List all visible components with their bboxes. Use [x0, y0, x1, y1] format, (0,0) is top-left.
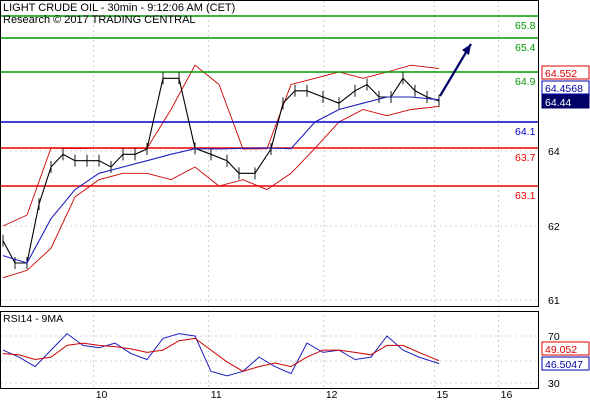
chart-title: LIGHT CRUDE OIL - 30min - 9:12:06 AM (CE… [3, 2, 236, 14]
y-tick-label: 62 [548, 221, 560, 233]
price-box-label: 49.052 [545, 344, 577, 356]
level-label: 63.7 [515, 152, 536, 164]
x-tick-label: 11 [211, 389, 222, 400]
price-box-label: 64.44 [545, 97, 571, 109]
grid-lines [0, 0, 538, 388]
price-box-label: 64.4568 [545, 83, 583, 95]
direction-arrow [439, 43, 472, 97]
price-box-label: 46.5047 [545, 359, 583, 371]
support-resistance-levels: 65.8 65.4 64.9 64.1 63.7 63.1 [0, 15, 538, 202]
price-box-label: 64.552 [545, 68, 577, 80]
level-label: 63.1 [515, 190, 536, 202]
rsi-panel-title: RSI14 - 9MA [3, 313, 64, 325]
price-box [541, 65, 590, 80]
price-box [541, 356, 590, 371]
series-bollinger_upper [2, 64, 440, 227]
level-label: 64.9 [515, 76, 536, 88]
chart-credit: Research © 2017 TRADING CENTRAL [3, 14, 196, 26]
main-panel-frame [0, 0, 539, 307]
bollinger-bands [2, 64, 440, 279]
series-moving_average [2, 96, 440, 264]
price-box [541, 80, 590, 95]
rsi-tick-label: 70 [548, 331, 560, 343]
series-price [2, 77, 440, 264]
y-tick-label: 61 [548, 295, 560, 307]
rsi-series-rsi_ma [2, 337, 440, 372]
arrow-head [462, 44, 471, 55]
level-label: 65.4 [515, 42, 536, 54]
price-box [541, 94, 590, 109]
price-series [2, 72, 440, 269]
rsi-series-rsi [2, 332, 440, 377]
rsi-panel [2, 332, 440, 377]
x-tick-label: 16 [501, 389, 513, 400]
axes: 1011121516646261705030 [0, 0, 560, 400]
x-tick-label: 12 [326, 389, 338, 400]
price-boxes: 64.552 64.4568 64.44 49.052 46.5047 [541, 65, 590, 371]
rsi-panel-frame [0, 311, 539, 389]
x-tick-label: 15 [436, 389, 448, 400]
x-tick-label: 10 [96, 389, 108, 400]
y-tick-label: 64 [548, 146, 560, 158]
price-box [541, 341, 590, 356]
level-label: 64.1 [515, 126, 536, 138]
rsi-tick-label: 30 [548, 378, 560, 390]
level-label: 65.8 [515, 20, 536, 32]
series-bollinger_lower [2, 105, 440, 279]
